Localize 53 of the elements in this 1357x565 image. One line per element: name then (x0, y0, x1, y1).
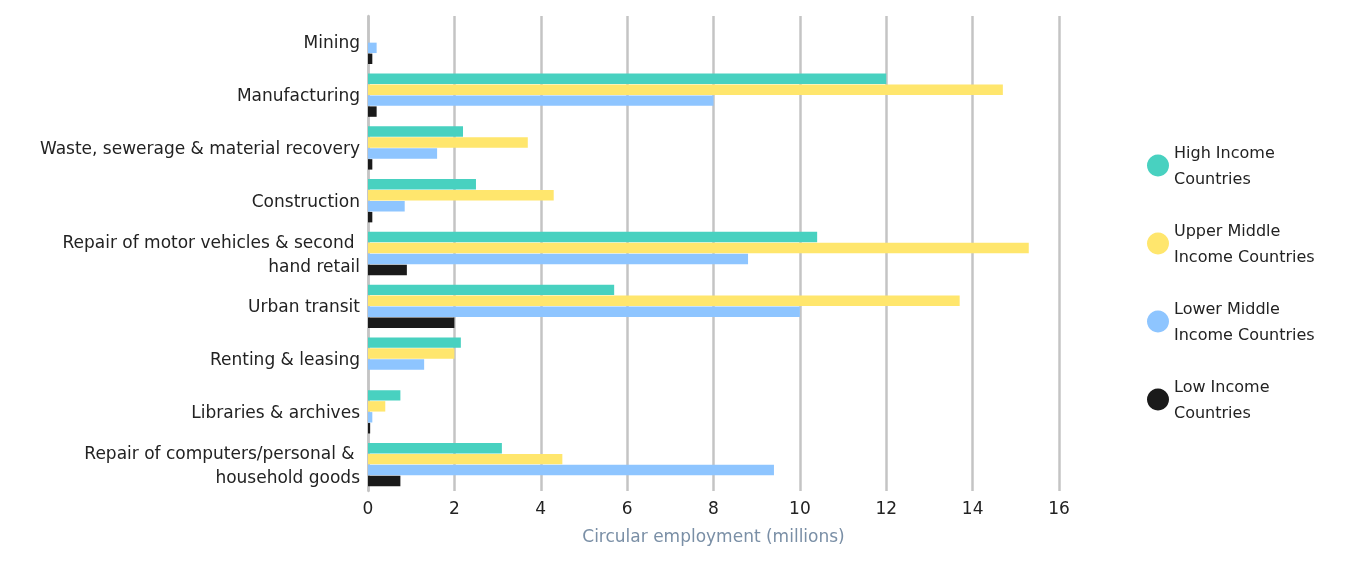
bar (368, 390, 401, 401)
x-tick-label: 12 (875, 497, 898, 518)
y-tick-label: Renting & leasing (209, 349, 360, 370)
bar (368, 464, 774, 476)
legend-label: Low Income Countries (1174, 377, 1275, 422)
bar (368, 148, 438, 159)
bar (368, 126, 464, 137)
bar (368, 200, 405, 212)
bar (368, 253, 749, 265)
y-tick-label: Repair of computers/personal & household goods (84, 442, 361, 487)
bar (368, 190, 554, 201)
bar (368, 137, 528, 148)
bar (368, 401, 386, 412)
y-tick-label: Repair of motor vehicles & second hand retail (62, 231, 360, 276)
bar (368, 84, 1003, 95)
x-tick-label: 8 (708, 497, 719, 518)
bar (368, 42, 377, 54)
legend-label: Lower Middle Income Countries (1174, 299, 1315, 344)
bar (368, 359, 425, 370)
y-tick-label: Manufacturing (236, 85, 360, 106)
bar (368, 295, 960, 307)
bar (368, 231, 818, 243)
x-tick-label: 16 (1048, 497, 1070, 518)
bar (368, 264, 407, 276)
y-tick-label: Mining (303, 32, 360, 53)
bar (368, 242, 1029, 254)
bar (368, 475, 401, 487)
y-tick-label: Urban transit (248, 296, 361, 317)
bar (368, 95, 714, 106)
bar (368, 412, 373, 423)
bar (368, 106, 377, 117)
bar (368, 442, 502, 454)
bar (368, 73, 887, 84)
bar (368, 317, 455, 328)
bar (368, 306, 800, 317)
bar (368, 453, 563, 465)
x-axis-title: Circular employment (millions) (582, 525, 845, 546)
x-tick-label: 14 (961, 497, 984, 518)
bar (368, 159, 373, 170)
bar (368, 284, 615, 296)
x-tick-label: 4 (535, 497, 547, 518)
bar (368, 348, 455, 359)
y-tick-label: Libraries & archives (191, 401, 361, 422)
legend-label: High Income Countries (1174, 143, 1280, 188)
bar (368, 179, 476, 190)
x-tick-label: 10 (789, 497, 811, 518)
x-tick-label: 2 (448, 497, 460, 518)
legend-label: Upper Middle Income Countries (1174, 221, 1315, 266)
x-tick-label: 6 (621, 497, 633, 518)
x-tick-label: 0 (362, 497, 374, 518)
y-tick-label: Construction (251, 190, 360, 211)
y-tick-label: Waste, sewerage & material recovery (39, 137, 360, 158)
bar (368, 337, 461, 348)
